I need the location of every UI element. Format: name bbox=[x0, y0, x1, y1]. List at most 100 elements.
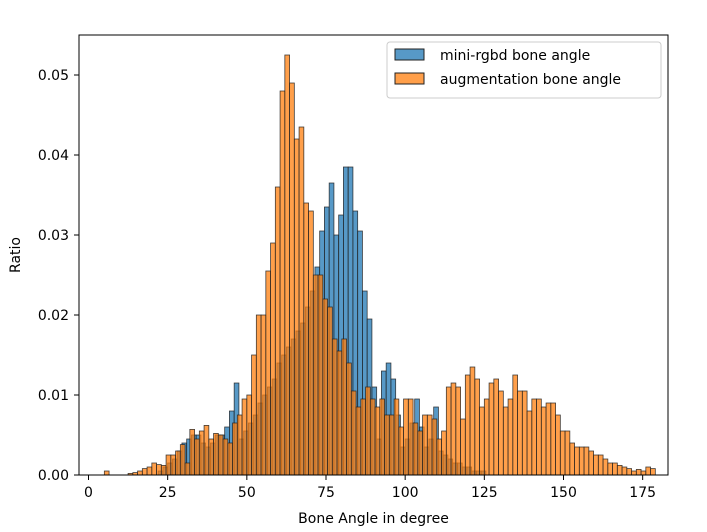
bar bbox=[483, 398, 490, 476]
bar bbox=[445, 386, 452, 476]
legend-box bbox=[386, 41, 662, 99]
bar bbox=[260, 314, 267, 476]
bar bbox=[312, 274, 319, 476]
bar bbox=[151, 462, 157, 476]
y-axis-label: Ratio bbox=[8, 237, 24, 273]
bar bbox=[327, 306, 333, 476]
bar bbox=[360, 398, 366, 476]
bar bbox=[379, 398, 385, 476]
bar bbox=[507, 398, 514, 476]
y-tick-label: 0.02 bbox=[38, 308, 69, 324]
bar bbox=[346, 362, 352, 476]
legend: mini-rgbd bone angle augmentation bone a… bbox=[386, 41, 662, 99]
bar bbox=[369, 398, 376, 476]
bar bbox=[365, 386, 371, 476]
bar bbox=[422, 414, 428, 476]
bar bbox=[488, 382, 495, 476]
bar bbox=[355, 406, 362, 476]
bar bbox=[550, 402, 556, 476]
bar bbox=[331, 338, 338, 476]
bar bbox=[179, 444, 186, 476]
bar bbox=[607, 462, 613, 476]
bar bbox=[469, 366, 476, 476]
bar bbox=[279, 90, 286, 476]
x-tick-label: 75 bbox=[317, 485, 335, 501]
bar bbox=[137, 470, 143, 476]
bar bbox=[431, 418, 438, 476]
bar bbox=[536, 398, 542, 476]
bar bbox=[336, 350, 343, 476]
bar bbox=[156, 464, 162, 476]
bar bbox=[593, 454, 599, 476]
bar bbox=[289, 82, 295, 476]
bar bbox=[222, 438, 229, 476]
bar bbox=[493, 378, 499, 476]
bar bbox=[232, 422, 238, 476]
bar bbox=[597, 454, 604, 476]
bar bbox=[407, 398, 414, 476]
y-tick-label: 0.04 bbox=[38, 148, 69, 164]
bar bbox=[602, 458, 609, 476]
bar bbox=[203, 424, 210, 476]
bar bbox=[246, 394, 252, 476]
y-tick-label: 0.05 bbox=[38, 68, 69, 84]
bar bbox=[574, 446, 580, 476]
bar bbox=[198, 430, 205, 476]
bar bbox=[398, 426, 404, 476]
bar bbox=[583, 446, 590, 476]
bar bbox=[650, 468, 656, 476]
bar bbox=[474, 378, 480, 476]
bar bbox=[479, 406, 485, 476]
bar bbox=[531, 398, 537, 476]
bar bbox=[464, 374, 471, 476]
bar bbox=[540, 406, 547, 476]
bar bbox=[450, 382, 457, 476]
y-tick-label: 0.03 bbox=[38, 228, 69, 244]
bar bbox=[512, 374, 518, 476]
bar bbox=[298, 126, 305, 476]
bar bbox=[436, 438, 442, 476]
bar bbox=[564, 430, 571, 476]
bar bbox=[255, 314, 262, 476]
bar bbox=[545, 402, 552, 476]
bar bbox=[635, 468, 642, 476]
legend-swatch-mini-rgbd bbox=[394, 48, 425, 61]
bar bbox=[393, 398, 400, 476]
bar bbox=[308, 210, 314, 476]
bar bbox=[526, 410, 533, 476]
x-tick-label: 0 bbox=[84, 485, 93, 501]
bar bbox=[645, 466, 651, 476]
bar bbox=[631, 470, 637, 476]
y-axis-ticks: 0.00 0.01 0.02 0.03 0.04 0.05 bbox=[38, 68, 79, 484]
bar bbox=[208, 438, 214, 476]
x-tick-label: 150 bbox=[550, 485, 577, 501]
bar bbox=[588, 450, 594, 476]
bar bbox=[517, 390, 523, 476]
bar bbox=[236, 414, 243, 476]
bar bbox=[350, 390, 357, 476]
bar bbox=[265, 270, 271, 476]
x-axis-label: Bone Angle in degree bbox=[298, 511, 449, 527]
bar bbox=[441, 430, 447, 476]
bar bbox=[270, 242, 276, 476]
x-tick-label: 50 bbox=[238, 485, 256, 501]
y-tick-label: 0.00 bbox=[38, 468, 69, 484]
bar bbox=[184, 462, 191, 476]
bar bbox=[284, 54, 290, 476]
legend-label-augmentation: augmentation bone angle bbox=[440, 72, 621, 88]
legend-swatch-augmentation bbox=[394, 72, 425, 85]
bar bbox=[141, 468, 148, 476]
bar bbox=[165, 454, 172, 476]
bar bbox=[146, 466, 153, 476]
bar bbox=[555, 414, 561, 476]
bar bbox=[640, 470, 647, 476]
bar bbox=[426, 414, 433, 476]
bar bbox=[616, 464, 623, 476]
bar bbox=[175, 450, 181, 476]
x-axis-ticks: 0 25 50 75 100 125 150 175 bbox=[84, 475, 656, 501]
bar bbox=[251, 354, 257, 476]
bar bbox=[160, 464, 167, 476]
x-tick-label: 175 bbox=[629, 485, 656, 501]
bar bbox=[317, 274, 324, 476]
